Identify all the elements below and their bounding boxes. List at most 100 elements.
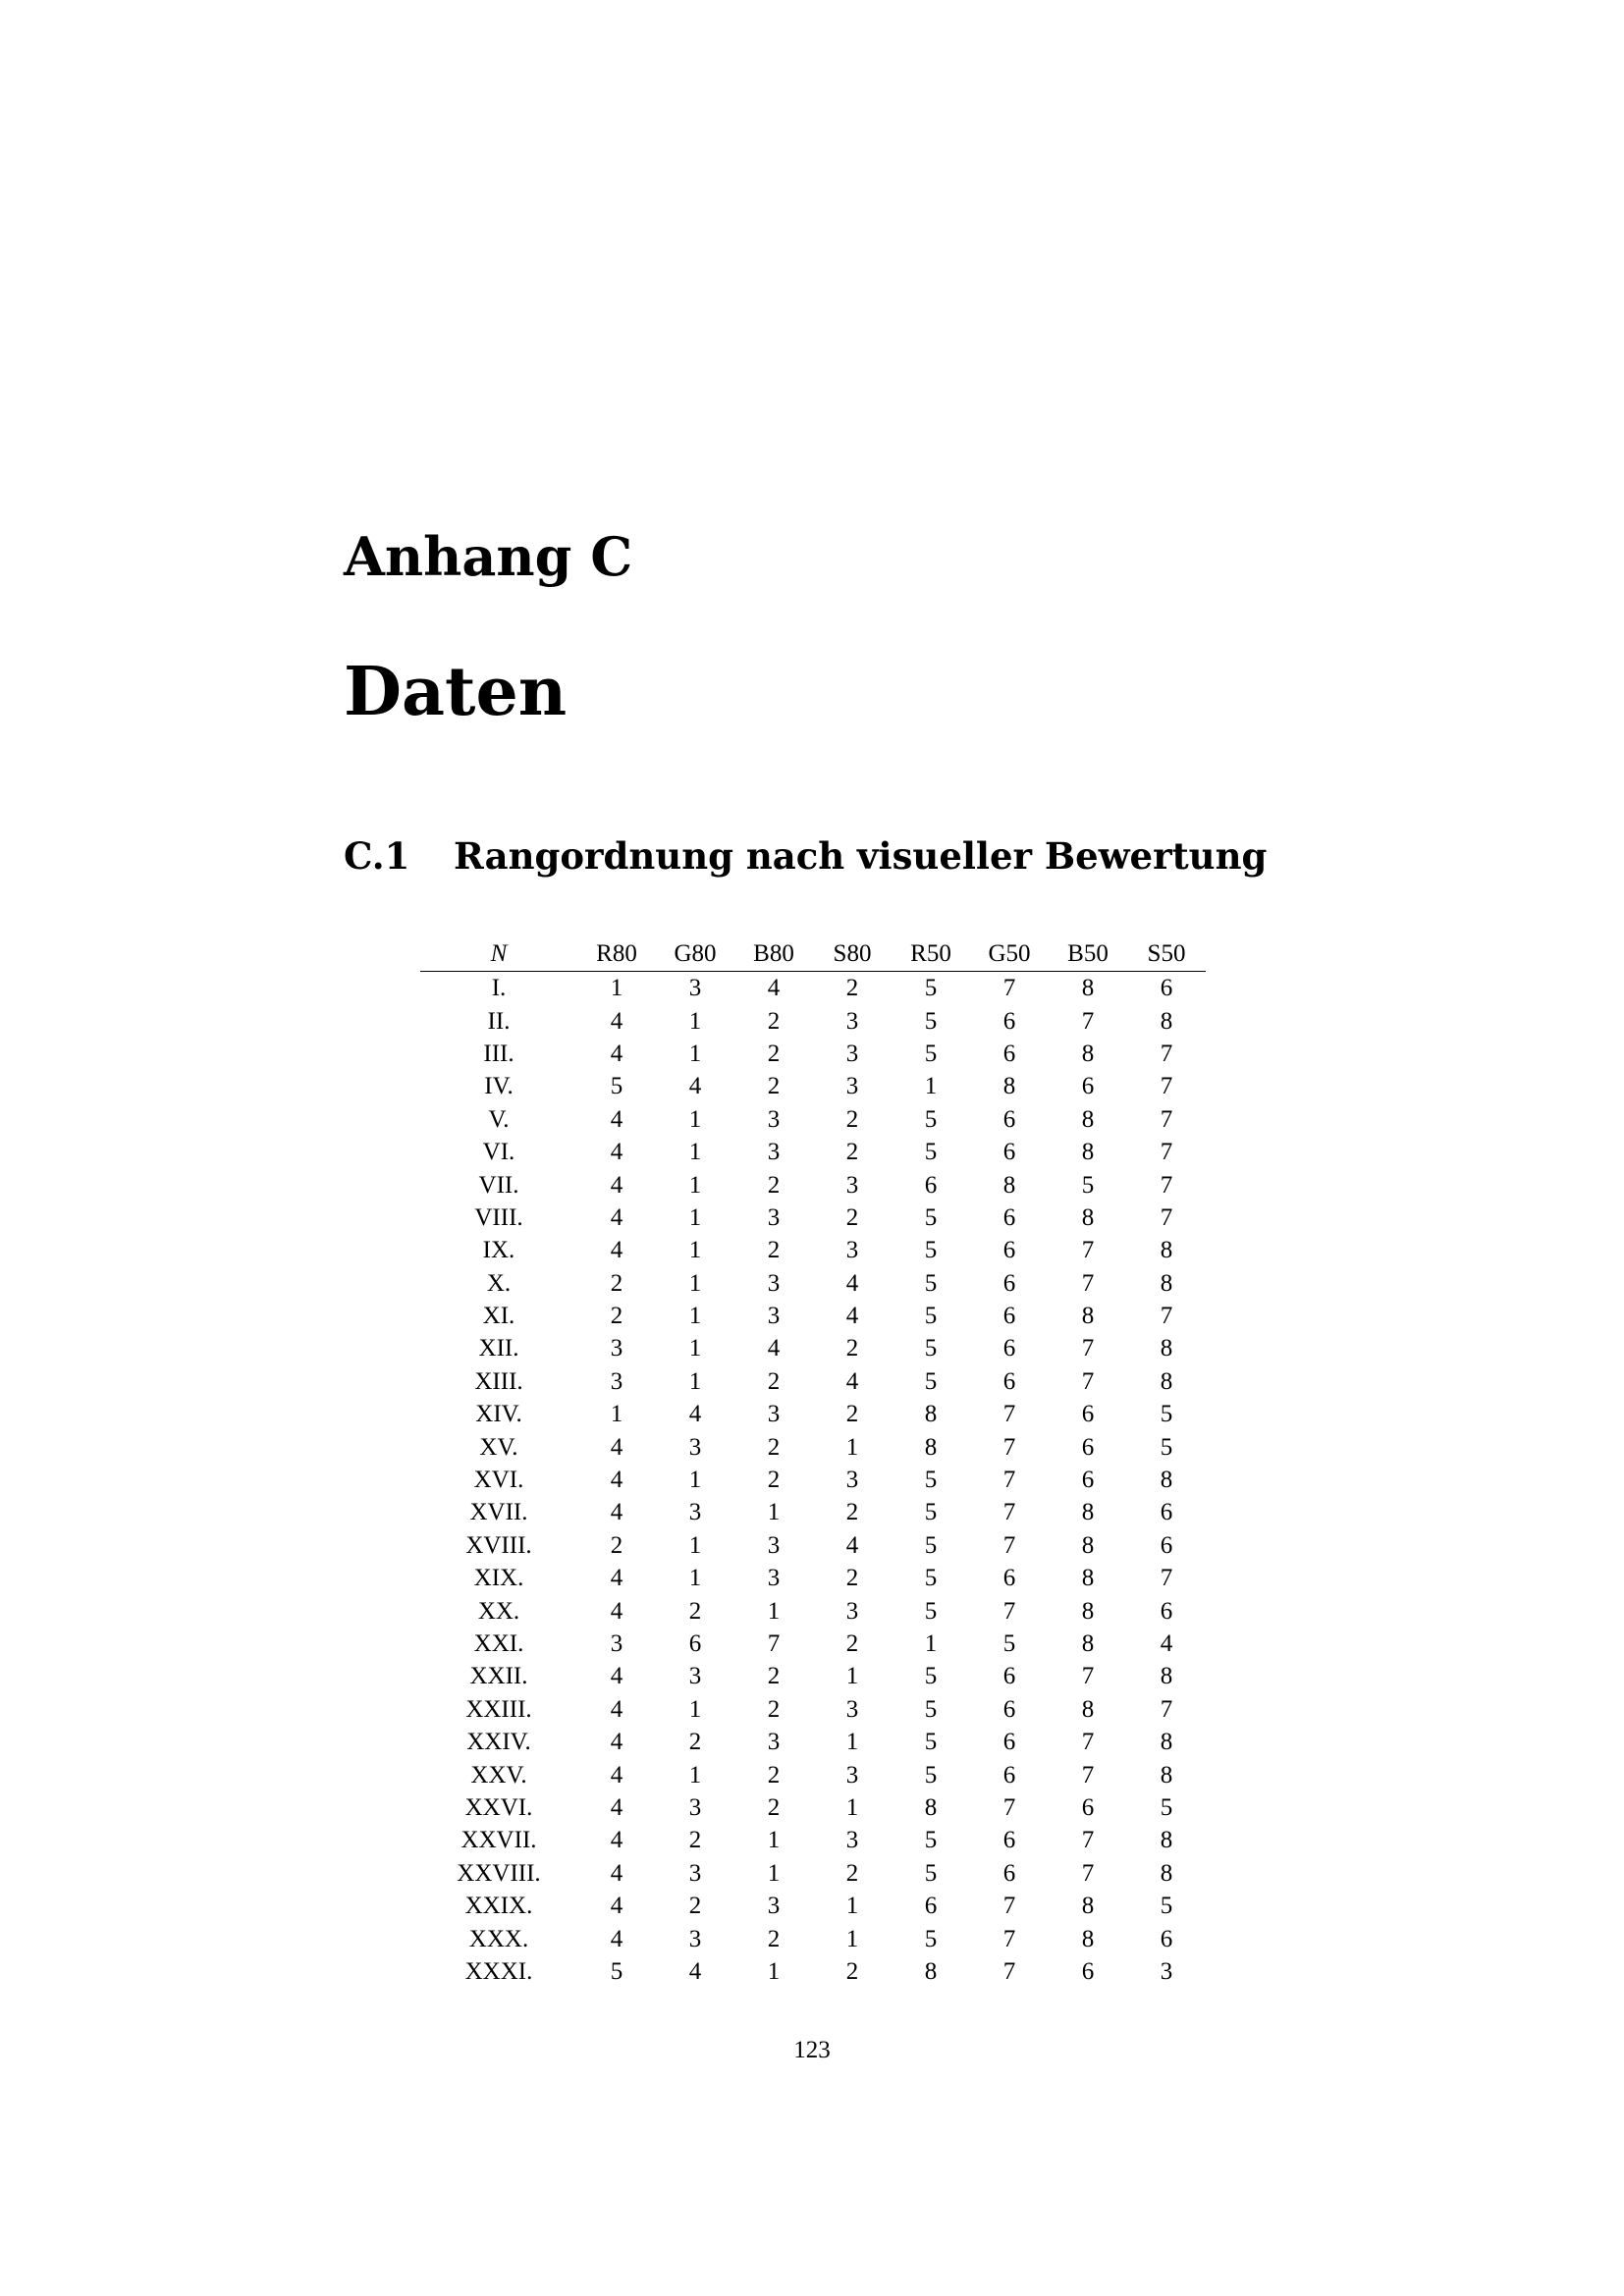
row-label: XVI. bbox=[473, 1467, 524, 1494]
table-cell: 3 bbox=[767, 1269, 781, 1297]
column-header: S50 bbox=[1127, 937, 1206, 972]
row-label: XXX. bbox=[468, 1925, 529, 1952]
table-row: XIII. 3 1 2 4 5 6 7 8 bbox=[420, 1365, 1206, 1398]
table-cell: 1 bbox=[688, 1007, 702, 1035]
table-cell: 4 bbox=[610, 1597, 623, 1625]
table-cell: 2 bbox=[767, 1793, 781, 1821]
table-cell: 8 bbox=[1081, 1597, 1095, 1625]
table-cell: 3 bbox=[767, 1105, 781, 1133]
table-cell: 3 bbox=[610, 1335, 623, 1362]
section-title: Rangordnung nach visueller Bewertung bbox=[454, 834, 1268, 878]
row-label: XIV. bbox=[475, 1401, 522, 1428]
table-row: XVIII. 2 1 3 4 5 7 8 6 bbox=[420, 1529, 1206, 1562]
table-cell: 5 bbox=[1160, 1793, 1173, 1821]
table-cell: 4 bbox=[610, 1040, 623, 1067]
table-cell: 3 bbox=[767, 1565, 781, 1592]
table-cell: 8 bbox=[1002, 1073, 1016, 1100]
row-label: XVII. bbox=[469, 1499, 528, 1526]
table-cell: 2 bbox=[845, 1630, 859, 1657]
table-cell: 3 bbox=[767, 1729, 781, 1756]
row-label: XXIX. bbox=[464, 1893, 533, 1920]
table-cell: 1 bbox=[767, 1827, 781, 1854]
table-cell: 4 bbox=[845, 1531, 859, 1559]
table-cell: 5 bbox=[1160, 1893, 1173, 1920]
table-cell: 6 bbox=[1160, 1499, 1173, 1526]
table-cell: 7 bbox=[1081, 1827, 1095, 1854]
table-cell: 6 bbox=[1081, 1433, 1095, 1461]
table-cell: 7 bbox=[1160, 1203, 1173, 1231]
table-cell: 4 bbox=[767, 975, 781, 1002]
table-cell: 1 bbox=[845, 1893, 859, 1920]
table-cell: 2 bbox=[767, 1367, 781, 1395]
table-cell: 1 bbox=[845, 1925, 859, 1952]
row-label: XXIV. bbox=[466, 1729, 531, 1756]
table-cell: 4 bbox=[610, 1105, 623, 1133]
page-number: 123 bbox=[793, 2037, 831, 2063]
table-cell: 5 bbox=[1081, 1171, 1095, 1199]
ranking-table: N R80 G80 B80 S80 R50 G50 B50 S50 I. 1 3 4 2 5 7 8 6 II. 4… bbox=[420, 937, 1206, 1988]
table-cell: 1 bbox=[688, 1203, 702, 1231]
table-cell: 6 bbox=[688, 1630, 702, 1657]
column-header: S80 bbox=[813, 937, 892, 972]
table-cell: 2 bbox=[767, 1073, 781, 1100]
table-cell: 1 bbox=[767, 1859, 781, 1887]
table-row: IX. 4 1 2 3 5 6 7 8 bbox=[420, 1234, 1206, 1266]
table-cell: 8 bbox=[1160, 1269, 1173, 1297]
table-cell: 6 bbox=[1081, 1467, 1095, 1494]
table-cell: 1 bbox=[688, 1695, 702, 1723]
table-cell: 6 bbox=[1160, 975, 1173, 1002]
table-cell: 8 bbox=[1081, 1565, 1095, 1592]
table-cell: 5 bbox=[924, 1499, 938, 1526]
table-cell: 7 bbox=[1002, 1433, 1016, 1461]
table-cell: 2 bbox=[767, 1467, 781, 1494]
table-cell: 2 bbox=[610, 1303, 623, 1330]
table-cell: 6 bbox=[924, 1893, 938, 1920]
table-cell: 4 bbox=[845, 1367, 859, 1395]
table-cell: 6 bbox=[1081, 1401, 1095, 1428]
table-cell: 7 bbox=[1160, 1073, 1173, 1100]
table-cell: 1 bbox=[688, 1139, 702, 1166]
table-cell: 6 bbox=[1002, 1827, 1016, 1854]
table-cell: 2 bbox=[767, 1695, 781, 1723]
table-row: IV. 5 4 2 3 1 8 6 7 bbox=[420, 1070, 1206, 1102]
table-cell: 7 bbox=[1160, 1105, 1173, 1133]
table-cell: 6 bbox=[1160, 1925, 1173, 1952]
table-cell: 3 bbox=[767, 1893, 781, 1920]
table-cell: 5 bbox=[924, 1663, 938, 1690]
table-cell: 2 bbox=[767, 1040, 781, 1067]
table-row: XXXI. 5 4 1 2 8 7 6 3 bbox=[420, 1955, 1206, 1988]
table-cell: 3 bbox=[767, 1303, 781, 1330]
table-cell: 1 bbox=[610, 975, 623, 1002]
table-cell: 1 bbox=[688, 1467, 702, 1494]
table-cell: 3 bbox=[610, 1630, 623, 1657]
table-cell: 5 bbox=[1002, 1630, 1016, 1657]
table-row: XXX. 4 3 2 1 5 7 8 6 bbox=[420, 1922, 1206, 1954]
table-cell: 3 bbox=[767, 1401, 781, 1428]
row-label: XII. bbox=[478, 1335, 519, 1362]
table-cell: 3 bbox=[845, 1761, 859, 1789]
table-cell: 8 bbox=[1081, 1925, 1095, 1952]
section-heading: C.1 Rangordnung nach visueller Bewertung bbox=[344, 834, 1267, 878]
column-header: R80 bbox=[577, 937, 656, 972]
table-cell: 8 bbox=[1081, 1203, 1095, 1231]
table-cell: 1 bbox=[688, 1105, 702, 1133]
table-row: XVI. 4 1 2 3 5 7 6 8 bbox=[420, 1464, 1206, 1496]
chapter-label: Anhang C bbox=[344, 525, 633, 588]
table-cell: 1 bbox=[610, 1401, 623, 1428]
table-cell: 4 bbox=[610, 1827, 623, 1854]
table-cell: 2 bbox=[845, 1335, 859, 1362]
table-cell: 8 bbox=[1081, 1105, 1095, 1133]
table-cell: 5 bbox=[924, 1695, 938, 1723]
table-cell: 3 bbox=[767, 1531, 781, 1559]
table-cell: 5 bbox=[924, 1007, 938, 1035]
table-cell: 7 bbox=[1081, 1367, 1095, 1395]
table-cell: 5 bbox=[1160, 1433, 1173, 1461]
table-cell: 6 bbox=[1002, 1040, 1016, 1067]
table-cell: 5 bbox=[924, 1467, 938, 1494]
section-number: C.1 bbox=[344, 834, 410, 878]
table-cell: 8 bbox=[1160, 1729, 1173, 1756]
row-label: XXV. bbox=[470, 1761, 527, 1789]
table-cell: 2 bbox=[845, 1565, 859, 1592]
table-cell: 1 bbox=[767, 1957, 781, 1985]
table-cell: 4 bbox=[610, 1761, 623, 1789]
